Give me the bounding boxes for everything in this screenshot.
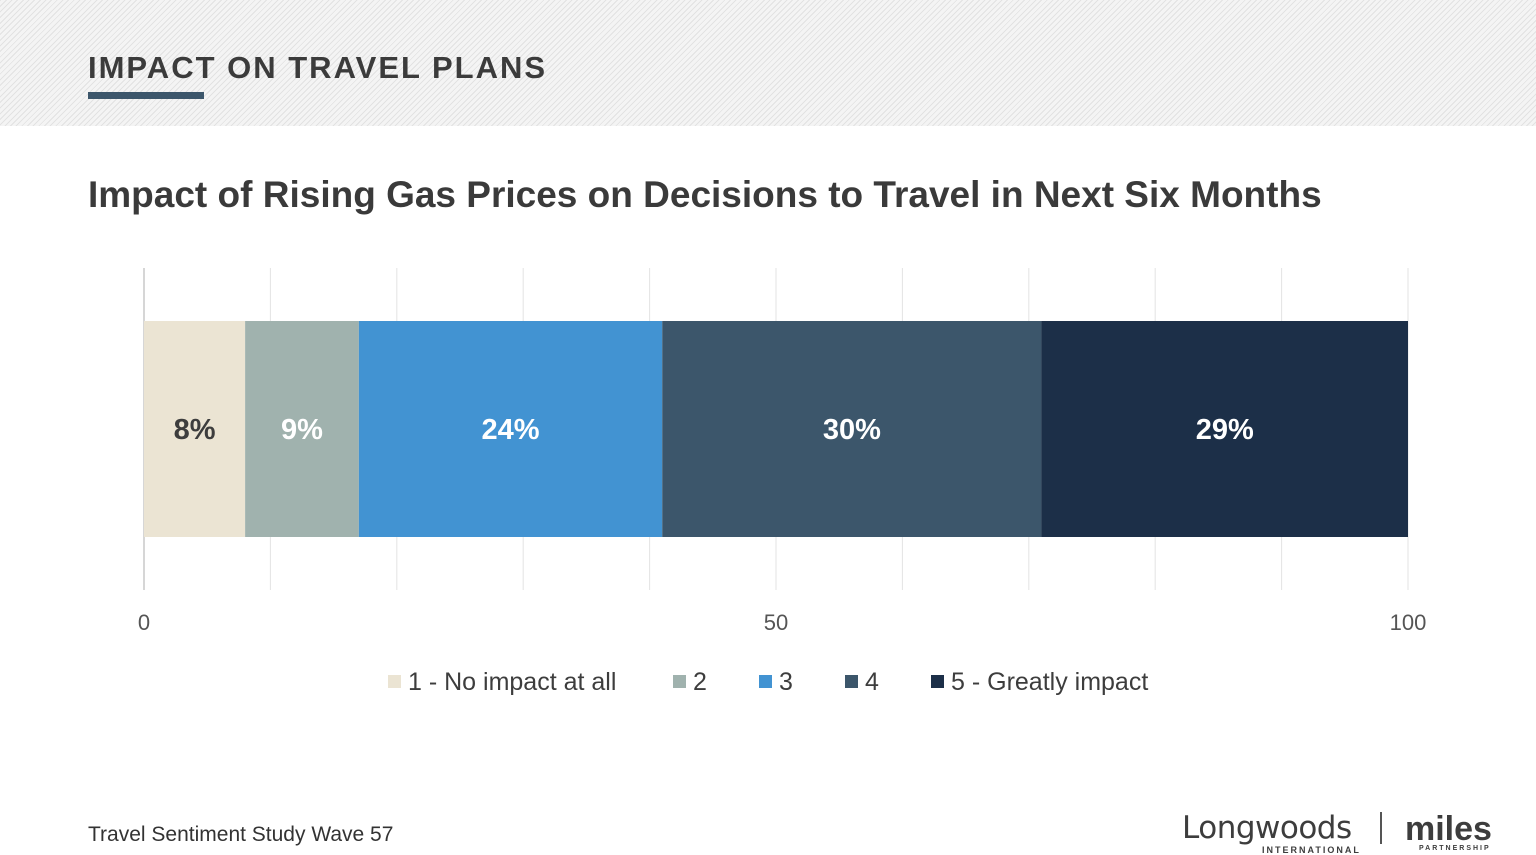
- data-label-2: 9%: [281, 414, 323, 446]
- longwoods-logo-text: Longwoods: [1182, 810, 1352, 846]
- header-band: [0, 0, 1536, 126]
- legend-swatch-5: [931, 675, 944, 688]
- bar-segment-2: [245, 321, 359, 537]
- longwoods-logo: Longwoods INTERNATIONAL: [1182, 810, 1359, 855]
- longwoods-logo-subtext: INTERNATIONAL: [1262, 845, 1361, 855]
- legend-swatch-4: [845, 675, 858, 688]
- logo-divider: [1380, 812, 1382, 844]
- bar-segment-3: [358, 321, 663, 537]
- miles-logo-text: miles: [1405, 810, 1492, 848]
- bar-segment-1: [144, 321, 246, 537]
- legend-swatch-1: [388, 675, 401, 688]
- miles-logo: miles PARTNERSHIP: [1405, 810, 1492, 852]
- bar-segment-5: [1041, 321, 1408, 537]
- bar-segment-4: [662, 321, 1042, 537]
- legend-label-1: 1 - No impact at all: [408, 668, 616, 696]
- stacked-bar-chart: 8% 9% 24% 30% 29% 0 50 100 1 - No impact at all 2…: [138, 268, 1427, 696]
- x-tick-label: 100: [1390, 610, 1427, 635]
- data-label-5: 29%: [1196, 414, 1254, 446]
- legend-label-4: 4: [865, 668, 879, 696]
- legend-swatch-2: [673, 675, 686, 688]
- legend-label-5: 5 - Greatly impact: [951, 668, 1148, 696]
- legend-label-2: 2: [693, 668, 707, 696]
- x-tick-label: 0: [138, 610, 150, 635]
- legend-label-3: 3: [779, 668, 793, 696]
- chart-title: Impact of Rising Gas Prices on Decisions…: [88, 174, 1322, 215]
- data-label-3: 24%: [482, 414, 540, 446]
- miles-logo-subtext: PARTNERSHIP: [1419, 845, 1491, 852]
- footer-study-name: Travel Sentiment Study Wave 57: [88, 823, 394, 846]
- data-label-4: 30%: [823, 414, 881, 446]
- data-label-1: 8%: [174, 414, 216, 446]
- section-title-underline: [88, 92, 204, 99]
- section-title: IMPACT ON TRAVEL PLANS: [88, 50, 548, 85]
- legend-swatch-3: [759, 675, 772, 688]
- x-tick-label: 50: [764, 610, 788, 635]
